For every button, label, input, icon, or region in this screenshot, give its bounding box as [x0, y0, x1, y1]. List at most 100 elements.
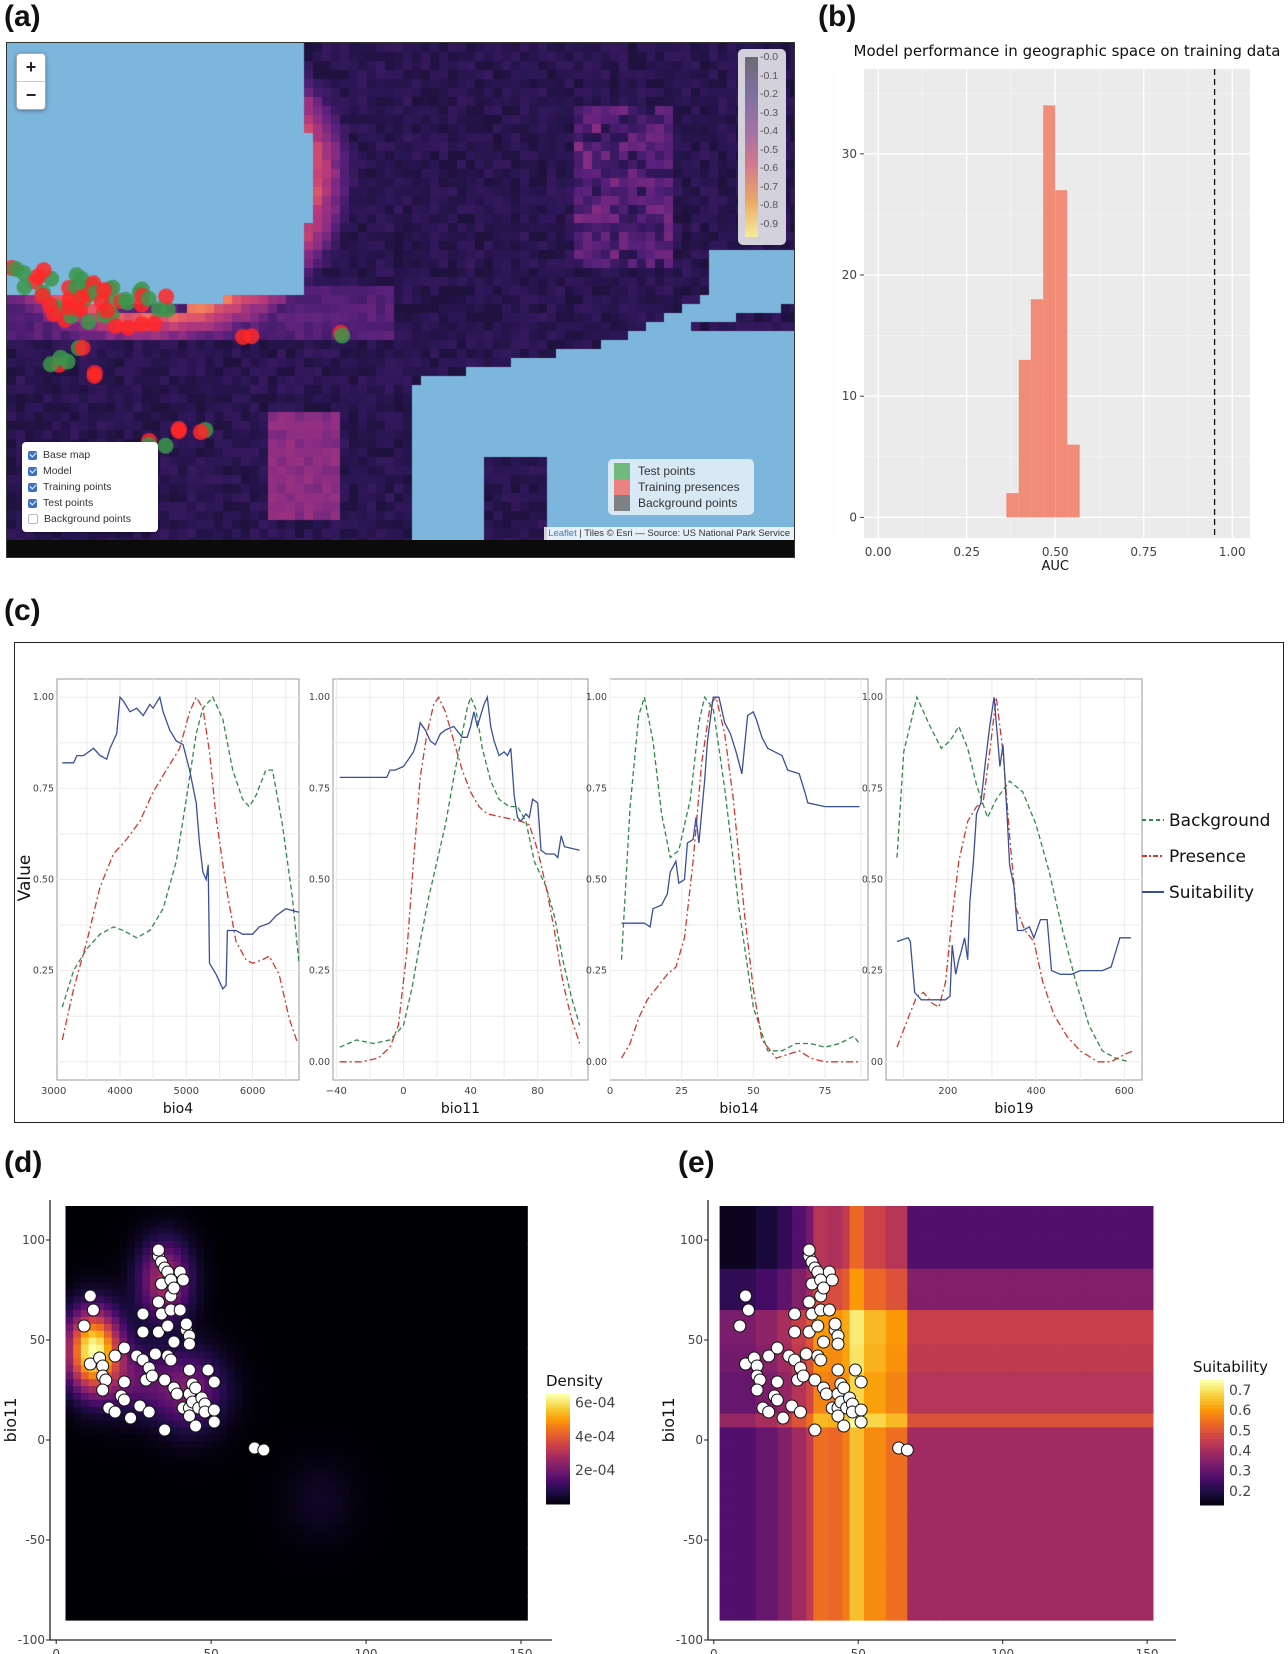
heatmap-cell — [219, 1275, 228, 1283]
heatmap-cell — [288, 1440, 297, 1449]
heatmap-cell — [365, 1309, 374, 1317]
heatmap-cell — [458, 1447, 467, 1455]
heatmap-cell — [196, 1378, 205, 1386]
heatmap-cell — [381, 1419, 390, 1428]
heatmap-cell — [791, 1254, 800, 1262]
checkbox-icon[interactable] — [28, 450, 37, 460]
heatmap-cell — [273, 1226, 282, 1235]
heatmap-cell — [119, 1419, 128, 1428]
heatmap-cell — [381, 1544, 390, 1552]
heatmap-cell — [519, 1606, 528, 1614]
heatmap-cell — [519, 1337, 528, 1345]
heatmap-cell — [242, 1344, 251, 1352]
heatmap-cell — [827, 1502, 836, 1511]
heatmap-cell — [327, 1275, 336, 1283]
heatmap-cell — [465, 1488, 474, 1497]
heatmap-cell — [734, 1233, 742, 1242]
heatmap-cell — [481, 1254, 490, 1262]
heatmap-cell — [411, 1516, 421, 1524]
zoom-in-button[interactable]: + — [25, 57, 37, 77]
heatmap-cell — [296, 1461, 305, 1469]
heatmap-cell — [134, 1495, 144, 1504]
heatmap-cell — [473, 1226, 482, 1235]
heatmap-cell — [381, 1309, 390, 1317]
heatmap-cell — [427, 1509, 436, 1518]
heatmap-cell — [777, 1288, 786, 1297]
heatmap-cell — [741, 1433, 749, 1442]
x-tick-label: 80 — [531, 1086, 544, 1097]
heatmap-cell — [80, 1268, 90, 1276]
heatmap-cell — [242, 1544, 251, 1552]
colorbar-segment — [546, 1399, 570, 1403]
layer-toggle-test-points[interactable]: Test points — [28, 495, 152, 511]
heatmap-cell — [357, 1578, 367, 1587]
heatmap-cell — [488, 1447, 497, 1455]
heatmap-cell — [473, 1557, 482, 1566]
heatmap-cell — [219, 1281, 228, 1290]
checkbox-icon[interactable] — [28, 482, 37, 492]
heatmap-cell — [180, 1419, 190, 1428]
heatmap-cell — [373, 1557, 382, 1566]
series-line-presence — [620, 695, 860, 1063]
checkbox-icon[interactable] — [28, 498, 37, 508]
heatmap-cell — [511, 1413, 521, 1421]
heatmap-cell — [219, 1240, 228, 1248]
heatmap-cell — [165, 1433, 174, 1442]
heatmap-cell — [481, 1482, 490, 1490]
heatmap-cell — [265, 1482, 274, 1490]
layer-toggle-background-points[interactable]: Background points — [28, 511, 152, 527]
heatmap-cell — [342, 1406, 351, 1414]
heatmap-cell — [357, 1219, 367, 1228]
heatmap-cell — [127, 1247, 136, 1255]
heatmap-cell — [442, 1302, 451, 1311]
heatmap-cell — [777, 1516, 786, 1524]
checkbox-icon[interactable] — [28, 514, 38, 524]
heatmap-cell — [96, 1419, 105, 1428]
heatmap-cell — [80, 1419, 90, 1428]
heatmap-cell — [211, 1212, 220, 1221]
heatmap-cell — [827, 1247, 836, 1255]
heatmap-cell — [219, 1482, 228, 1490]
heatmap-cell — [755, 1475, 764, 1483]
heatmap-cell — [157, 1475, 167, 1483]
heatmap-cell — [511, 1212, 521, 1221]
heatmap-cell — [434, 1261, 444, 1269]
heatmap-cell — [388, 1585, 397, 1593]
heatmap-cell — [396, 1240, 405, 1248]
heatmap-cell — [111, 1516, 120, 1524]
heatmap-cell — [835, 1523, 843, 1531]
heatmap-cell — [65, 1268, 74, 1276]
checkbox-icon[interactable] — [28, 466, 37, 476]
heatmap-cell — [357, 1247, 367, 1255]
heatmap-cell — [465, 1240, 474, 1248]
heatmap-cell — [296, 1330, 305, 1338]
heatmap-cell — [96, 1219, 105, 1228]
heatmap-cell — [288, 1309, 297, 1317]
leaflet-map[interactable]: + − -0.0 -0.1 -0.2 -0.3 -0.4 -0.5 -0.6 -0.7 -0.8… — [6, 42, 795, 558]
heatmap-cell — [165, 1254, 174, 1262]
heatmap-cell — [519, 1371, 528, 1380]
layer-toggle-training-points[interactable]: Training points — [28, 479, 152, 495]
heatmap-cell — [396, 1419, 405, 1428]
zoom-out-button[interactable]: − — [17, 81, 45, 109]
heatmap-cell — [242, 1571, 251, 1580]
heatmap-cell — [719, 1302, 728, 1311]
legend-swatch — [614, 495, 630, 511]
heatmap-cell — [481, 1557, 490, 1566]
heatmap-cell — [842, 1599, 851, 1607]
heatmap-cell — [234, 1357, 244, 1366]
leaflet-link[interactable]: Leaflet — [548, 528, 577, 539]
colorbar-segment — [546, 1479, 570, 1483]
heatmap-cell — [65, 1378, 74, 1386]
heatmap-cell — [165, 1502, 174, 1511]
heatmap-cell — [827, 1350, 836, 1359]
layer-toggle-model[interactable]: Model — [28, 463, 152, 479]
heatmap-cell — [342, 1475, 351, 1483]
heatmap-cell — [511, 1350, 521, 1359]
heatmap-cell — [334, 1295, 344, 1304]
heatmap-cell — [142, 1606, 151, 1614]
heatmap-cell — [180, 1426, 190, 1435]
heatmap-cell — [813, 1247, 822, 1255]
layer-toggle-base-map[interactable]: Base map — [28, 447, 152, 463]
heatmap-cell — [127, 1392, 136, 1400]
